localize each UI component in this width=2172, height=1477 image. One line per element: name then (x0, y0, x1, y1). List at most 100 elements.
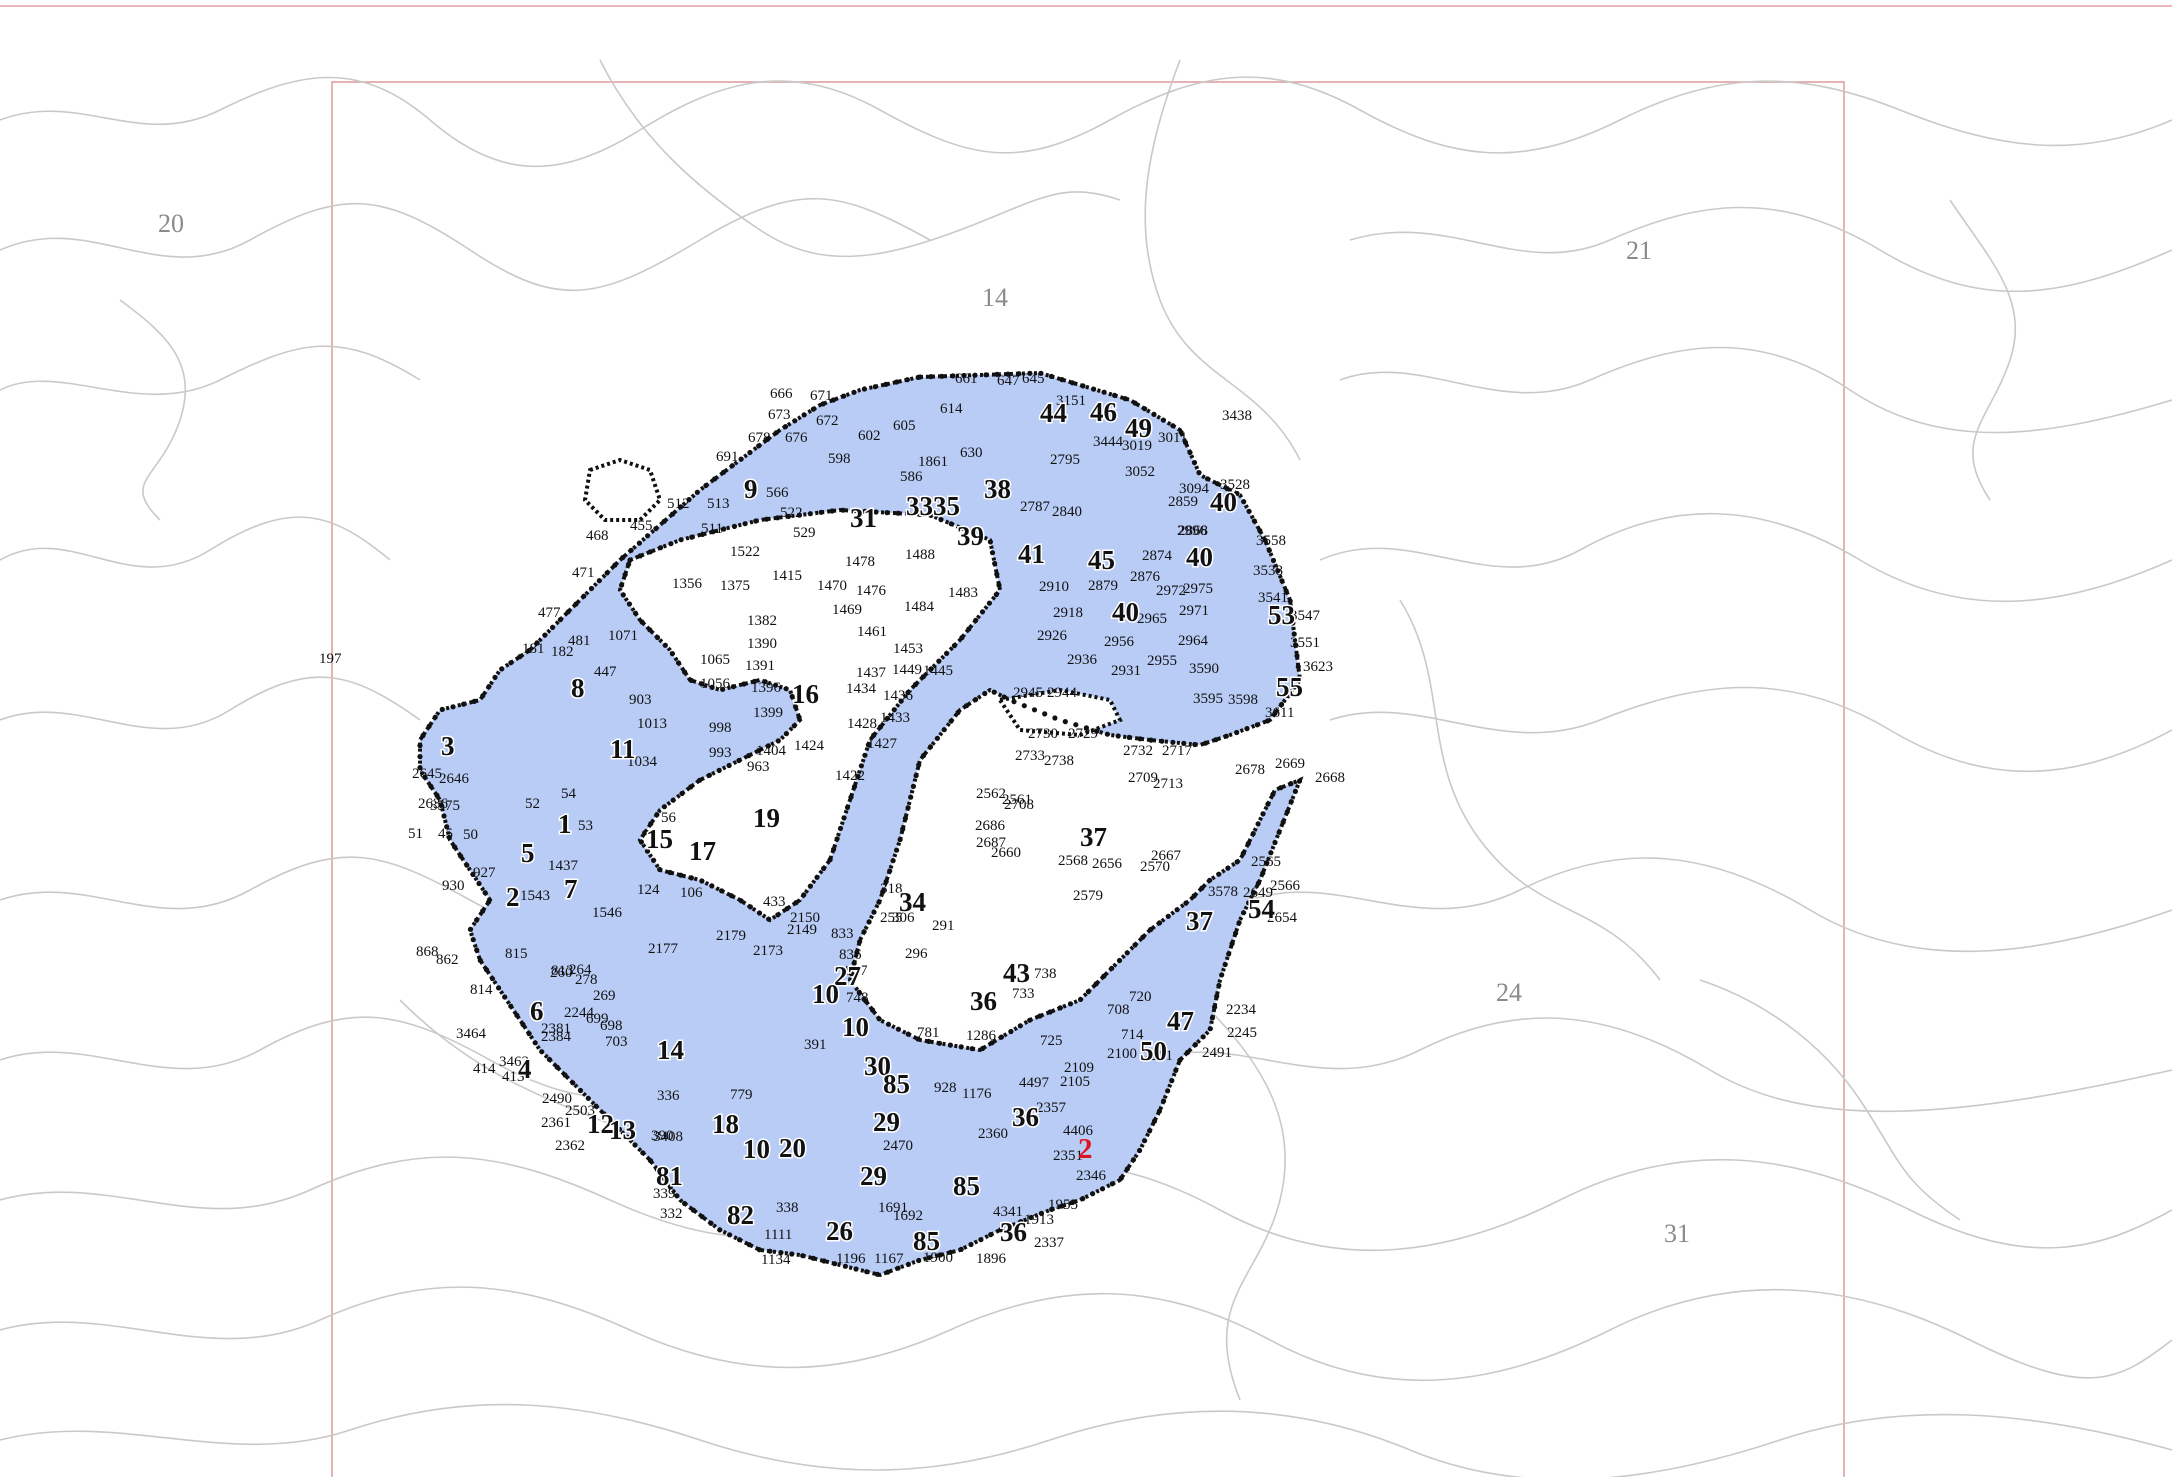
parcel-number-label[interactable]: 15 (645, 823, 675, 856)
boundary-vertex (762, 679, 768, 685)
vertex-number-label: 2579 (1073, 888, 1103, 904)
parcel-number-label[interactable]: 14 (656, 1034, 686, 1067)
vertex-number-label: 1896 (976, 1251, 1007, 1267)
vertex-number-label: 1404 (756, 743, 787, 759)
parcel-number-label[interactable]: 46 (1089, 396, 1119, 429)
parcel-polygon[interactable] (418, 370, 1304, 1278)
highlighted-parcel-label[interactable]: 2 (1078, 1133, 1093, 1165)
vertex-number-label: 1356 (672, 576, 703, 592)
parcel-number-label[interactable]: 17 (688, 835, 718, 868)
parcel-number-label[interactable]: 54 (1247, 893, 1277, 926)
parcel-number-label[interactable]: 47 (1166, 1005, 1196, 1038)
boundary-vertex (969, 1046, 975, 1052)
parcel-number-label[interactable]: 12 (586, 1108, 616, 1141)
boundary-vertex (1292, 788, 1298, 795)
boundary-vertex (915, 374, 921, 380)
parcel-number-label[interactable]: 50 (1139, 1035, 1169, 1068)
parcel-number-label[interactable]: 20 (778, 1132, 808, 1165)
boundary-vertex (716, 767, 722, 774)
parcel-number-label[interactable]: 18 (711, 1108, 741, 1141)
vertex-number-label: 714 (1121, 1027, 1144, 1043)
parcel-number-label[interactable]: 9 (743, 473, 760, 506)
parcel-number-label[interactable]: 38 (983, 473, 1013, 506)
parcel-number-label[interactable]: 37 (1079, 821, 1109, 854)
boundary-vertex (1185, 1049, 1191, 1055)
boundary-vertex (891, 707, 897, 713)
parcel-number-label[interactable]: 3335 (905, 490, 962, 523)
boundary-vertices (417, 370, 1303, 1277)
parcel-number-label[interactable]: 53 (1267, 599, 1297, 632)
boundary-vertex (661, 1175, 667, 1181)
parcel-number-label[interactable]: 26 (825, 1215, 855, 1248)
boundary-vertex (851, 784, 858, 790)
boundary-vertex (1212, 1004, 1218, 1010)
boundary-vertex (1236, 920, 1242, 926)
boundary-vertex (862, 508, 868, 514)
parcel-number-label[interactable]: 6 (529, 995, 546, 1028)
parcel-number-label[interactable]: 11 (609, 733, 638, 766)
parcel-number-label[interactable]: 27 (833, 960, 863, 993)
parcel-number-label[interactable]: 36 (969, 985, 999, 1018)
parcel-number-label[interactable]: 40 (1185, 541, 1215, 574)
parcel-number-label[interactable]: 49 (1124, 412, 1154, 445)
parcel-number-label[interactable]: 44 (1039, 397, 1069, 430)
boundary-vertex (998, 1034, 1005, 1040)
parcel-number-label[interactable]: 5 (520, 837, 537, 870)
vertex-number-label: 2795 (1050, 452, 1080, 468)
parcel-number-label[interactable]: 29 (859, 1160, 889, 1193)
parcel-number-label[interactable]: 36 (999, 1216, 1029, 1249)
boundary-vertex (688, 784, 694, 790)
parcel-number-label[interactable]: 40 (1111, 596, 1141, 629)
parcel-number-label[interactable]: 19 (752, 802, 782, 835)
parcel-number-label[interactable]: 4 (517, 1053, 534, 1086)
parcel-number-label[interactable]: 85 (882, 1068, 912, 1101)
parcel-number-label[interactable]: 31 (849, 502, 879, 535)
vertex-number-label: 1437 (856, 665, 887, 681)
parcel-number-label[interactable]: 82 (726, 1199, 756, 1232)
parcel-number-label[interactable]: 43 (1002, 957, 1032, 990)
vertex-number-label: 2918 (1053, 605, 1083, 621)
parcel-number-label[interactable]: 40 (1209, 486, 1239, 519)
parcel-number-label[interactable]: 13 (608, 1114, 638, 1147)
boundary-vertex (628, 547, 634, 553)
vertex-number-label: 2879 (1088, 578, 1118, 594)
parcel-number-label[interactable]: 30 (863, 1050, 893, 1083)
parcel-number-label[interactable]: 36 (1011, 1101, 1041, 1134)
vertex-number-label: 1692 (893, 1208, 923, 1224)
boundary-vertex (1109, 1181, 1115, 1187)
parcel-number-label[interactable]: 1 (557, 808, 574, 841)
boundary-vertex (973, 697, 979, 703)
parcel-number-label[interactable]: 16 (791, 678, 821, 711)
parcel-number-label[interactable]: 10 (811, 978, 841, 1011)
parcel-number-label[interactable]: 2 (505, 881, 522, 914)
parcel-number-label[interactable]: 45 (1087, 544, 1117, 577)
parcel-number-label[interactable]: 39 (956, 520, 986, 553)
vertex-number-label: 3590 (1189, 661, 1219, 677)
boundary-vertex (636, 540, 643, 546)
parcel-number-label[interactable]: 29 (872, 1106, 902, 1139)
boundary-vertex (765, 743, 772, 749)
parcel-number-label[interactable]: 85 (912, 1225, 942, 1258)
parcel-number-label[interactable]: 10 (841, 1011, 871, 1044)
parcel-number-label[interactable]: 3 (440, 730, 457, 763)
parcel-number-label[interactable]: 7 (563, 873, 580, 906)
vertex-number-label: 2381 (541, 1021, 571, 1037)
boundary-vertex (1057, 1005, 1063, 1011)
boundary-vertex (565, 609, 571, 615)
vertex-number-label: 3151 (1056, 393, 1086, 409)
parcel-number-label[interactable]: 55 (1275, 671, 1305, 704)
vertex-number-label: 2565 (1251, 854, 1281, 870)
boundary-vertex (1272, 839, 1278, 846)
parcel-number-label[interactable]: 41 (1017, 538, 1047, 571)
vertex-number-label: 2490 (542, 1091, 572, 1107)
parcel-number-label[interactable]: 8 (570, 672, 587, 705)
parcel-number-label[interactable]: 37 (1185, 905, 1215, 938)
vertex-number-label: 182 (551, 644, 574, 660)
parcel-number-label[interactable]: 34 (898, 886, 928, 919)
parcel-number-label[interactable]: 85 (952, 1170, 982, 1203)
parcel-number-label[interactable]: 81 (655, 1160, 685, 1193)
parcel-number-label[interactable]: 10 (742, 1133, 772, 1166)
boundary-vertex (738, 898, 744, 904)
